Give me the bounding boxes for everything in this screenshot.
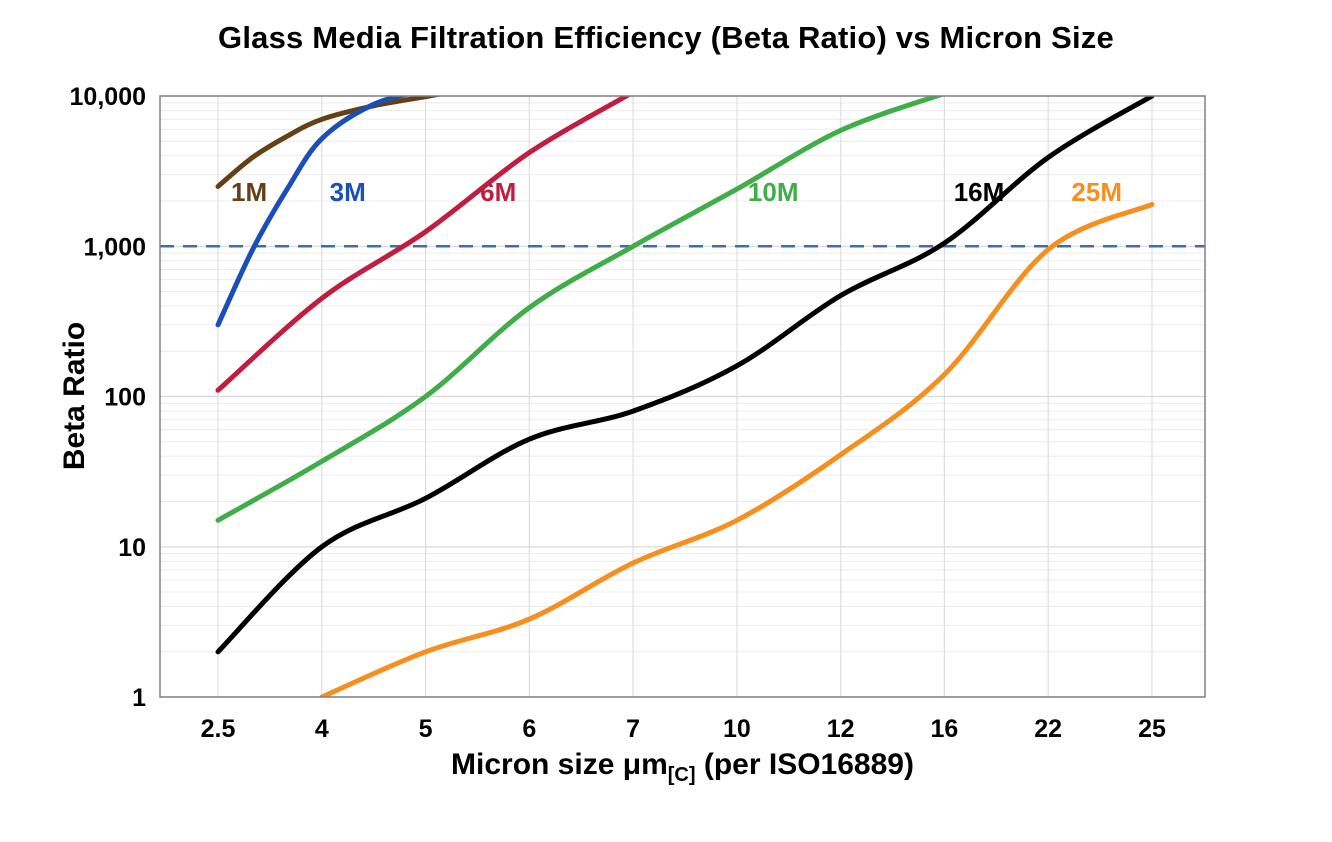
plot-border	[159, 95, 1206, 698]
x-axis-title: Micron size μm[C] (per ISO16889)	[160, 748, 1205, 787]
chart-title: Glass Media Filtration Efficiency (Beta …	[218, 20, 1114, 55]
x-tick-label: 22	[1034, 715, 1062, 743]
series-curve-16M	[215, 96, 1155, 655]
x-axis-title-suffix: (per ISO16889)	[695, 748, 914, 781]
series-label-25M: 25M	[1071, 177, 1122, 207]
x-tick-label: 5	[419, 715, 433, 743]
x-tick-label: 7	[626, 715, 640, 743]
series-label-1M: 1M	[231, 177, 267, 207]
y-axis-title: Beta Ratio	[58, 321, 91, 471]
x-tick-label: 12	[827, 715, 855, 743]
x-tick-label: 16	[930, 715, 958, 743]
y-tick-label: 1	[132, 684, 146, 712]
series-label-16M: 16M	[954, 177, 1005, 207]
x-tick-label: 25	[1138, 715, 1166, 743]
y-tick-label: 1,000	[83, 233, 146, 261]
series-curve-25M	[319, 201, 1155, 697]
series-curve-1M	[215, 96, 444, 189]
x-axis-title-main: Micron size μm	[451, 748, 668, 781]
x-tick-label: 2.5	[201, 715, 236, 743]
series-label-3M: 3M	[330, 177, 366, 207]
series-label-6M: 6M	[480, 177, 516, 207]
y-tick-label: 100	[104, 384, 146, 412]
x-tick-label: 4	[315, 715, 329, 743]
series-curve-6M	[215, 96, 632, 393]
y-tick-label: 10	[118, 534, 146, 562]
x-tick-label: 6	[522, 715, 536, 743]
series-curve-10M	[215, 96, 945, 523]
series-label-10M: 10M	[748, 177, 799, 207]
y-tick-label: 10,000	[70, 83, 146, 111]
x-axis-title-subscript: [C]	[667, 764, 696, 786]
x-tick-label: 10	[723, 715, 751, 743]
series-curve-3M	[215, 96, 412, 328]
